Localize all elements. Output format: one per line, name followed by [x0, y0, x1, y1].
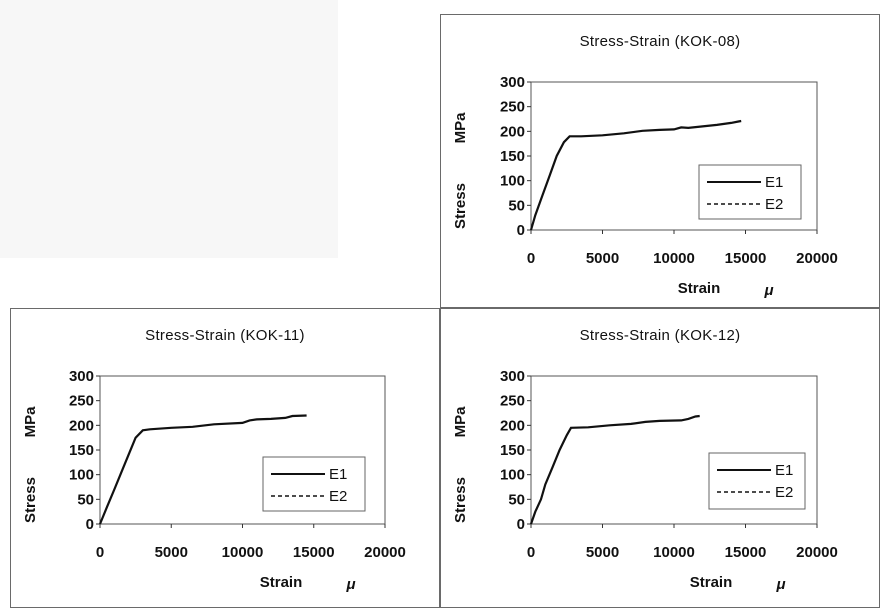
chart-panel-kok-08: Stress-Strain (KOK-08) 0 50 100 150 200 250 30… — [440, 14, 880, 308]
y-tick-label: 200 — [500, 417, 525, 434]
y-axis-label: Stress — [452, 477, 469, 523]
x-tick-label: 20000 — [364, 544, 406, 561]
y-tick-label: 300 — [500, 74, 525, 91]
legend-label-e1: E1 — [765, 174, 783, 191]
x-axis-label: Strain — [690, 574, 733, 591]
legend-box — [698, 164, 802, 220]
y-tick-label: 50 — [508, 491, 525, 508]
legend-label-e2: E2 — [329, 488, 347, 505]
y-tick-label: 50 — [77, 491, 94, 508]
y-tick-label: 0 — [517, 222, 525, 239]
legend-label-e1: E1 — [329, 466, 347, 483]
x-tick-label: 5000 — [586, 250, 619, 267]
y-tick-label: 100 — [500, 467, 525, 484]
blank-area — [0, 0, 338, 258]
y-axis-unit: MPa — [452, 406, 469, 438]
x-axis-unit: μ — [345, 576, 355, 593]
x-tick-label: 10000 — [222, 544, 264, 561]
chart-title: Stress-Strain (KOK-08) — [579, 33, 741, 50]
legend-box — [262, 456, 366, 512]
y-axis-label: Stress — [22, 477, 39, 523]
y-tick-label: 300 — [69, 368, 94, 385]
x-tick-label: 15000 — [725, 250, 767, 267]
legend-label-e1: E1 — [775, 462, 793, 479]
chart-panel-kok-12: Stress-Strain (KOK-12) 0 50 100 150 200 250 30… — [440, 308, 880, 608]
y-tick-label: 300 — [500, 368, 525, 385]
x-tick-label: 20000 — [796, 250, 838, 267]
legend-label-e2: E2 — [775, 484, 793, 501]
x-tick-label: 5000 — [586, 544, 619, 561]
x-axis-unit: μ — [763, 282, 773, 299]
series-line-e1 — [529, 119, 742, 231]
y-tick-label: 0 — [517, 516, 525, 533]
x-tick-label: 10000 — [653, 544, 695, 561]
series-line-e1 — [529, 414, 700, 525]
y-axis-unit: MPa — [22, 406, 39, 438]
x-tick-label: 0 — [96, 544, 104, 561]
x-tick-label: 15000 — [293, 544, 335, 561]
y-tick-label: 250 — [69, 393, 94, 410]
y-tick-label: 100 — [69, 467, 94, 484]
y-tick-label: 150 — [500, 442, 525, 459]
legend-box — [708, 452, 806, 510]
y-tick-label: 150 — [500, 148, 525, 165]
x-tick-label: 20000 — [796, 544, 838, 561]
y-tick-label: 0 — [86, 516, 94, 533]
y-axis-unit: MPa — [452, 112, 469, 144]
y-axis-label: Stress — [452, 183, 469, 229]
legend-label-e2: E2 — [765, 196, 783, 213]
y-tick-label: 200 — [500, 123, 525, 140]
y-tick-label: 250 — [500, 393, 525, 410]
y-tick-label: 150 — [69, 442, 94, 459]
series-line-e1 — [98, 414, 307, 525]
stress-strain-chart-kok-11: 0 50 100 150 200 250 300 0 5000 10000 15000 20000 St… — [22, 368, 406, 593]
stress-strain-chart-kok-08: 0 50 100 150 200 250 300 0 5000 10000 15000 20000 St… — [452, 74, 838, 299]
y-tick-label: 100 — [500, 173, 525, 190]
x-tick-label: 0 — [527, 250, 535, 267]
chart-title: Stress-Strain (KOK-11) — [145, 327, 305, 344]
chart-title: Stress-Strain (KOK-12) — [579, 327, 741, 344]
y-tick-label: 250 — [500, 99, 525, 116]
x-axis-label: Strain — [678, 280, 721, 297]
y-tick-label: 200 — [69, 417, 94, 434]
x-axis-unit: μ — [775, 576, 785, 593]
chart-panel-kok-11: Stress-Strain (KOK-11) 0 50 100 150 200 250 30… — [10, 308, 440, 608]
x-tick-label: 5000 — [155, 544, 188, 561]
x-tick-label: 10000 — [653, 250, 695, 267]
y-tick-label: 50 — [508, 197, 525, 214]
x-axis-label: Strain — [260, 574, 303, 591]
stress-strain-chart-kok-12: 0 50 100 150 200 250 300 0 5000 10000 15000 20000 St… — [452, 368, 838, 593]
x-tick-label: 15000 — [725, 544, 767, 561]
x-tick-label: 0 — [527, 544, 535, 561]
